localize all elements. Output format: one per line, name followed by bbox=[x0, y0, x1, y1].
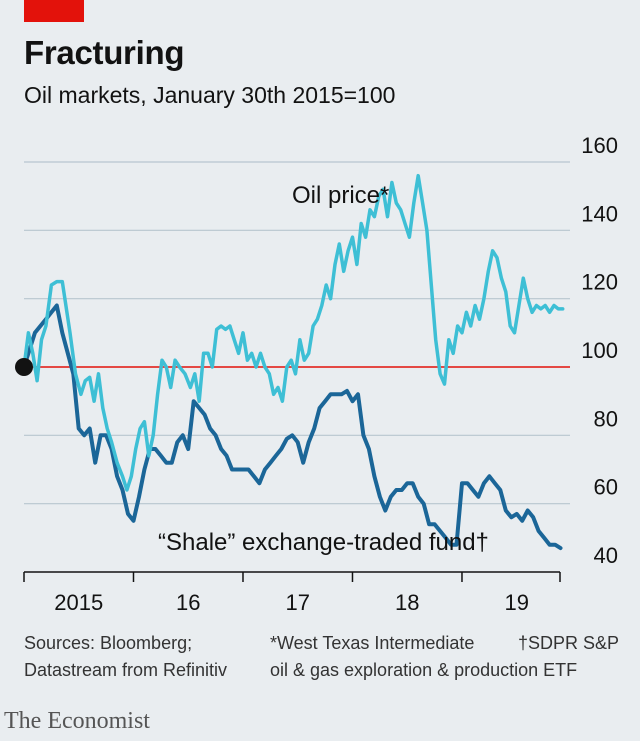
footnote-oil-line-1: *West Texas Intermediate bbox=[270, 633, 475, 653]
brand-logo: The Economist bbox=[4, 708, 150, 734]
x-tick-label: 17 bbox=[285, 590, 309, 615]
y-tick-label: 100 bbox=[581, 338, 618, 363]
shale-etf-line bbox=[22, 303, 563, 551]
y-tick-label: 40 bbox=[594, 543, 618, 568]
brand-red-tag bbox=[24, 0, 84, 22]
sources-line-2: Datastream from Refinitiv bbox=[24, 660, 228, 680]
oil-price-label: Oil price* bbox=[292, 182, 389, 209]
chart-subtitle: Oil markets, January 30th 2015=100 bbox=[24, 82, 396, 108]
y-tick-label: 160 bbox=[581, 133, 618, 158]
y-tick-label: 140 bbox=[581, 201, 618, 226]
y-tick-label: 120 bbox=[581, 270, 618, 295]
sources-line-1: Sources: Bloomberg; bbox=[24, 633, 193, 653]
gridlines bbox=[24, 161, 570, 505]
x-tick-label: 18 bbox=[395, 590, 419, 615]
y-tick-label: 80 bbox=[594, 406, 618, 431]
start-marker bbox=[15, 358, 33, 376]
x-tick-label: 16 bbox=[176, 590, 200, 615]
footnote-oil: *West Texas Intermediate oil & gas explo… bbox=[270, 630, 577, 684]
shale-etf-label: “Shale” exchange-traded fund† bbox=[158, 529, 489, 556]
footnote-shale: †SDPR S&P bbox=[518, 633, 620, 653]
x-tick-label: 19 bbox=[504, 590, 528, 615]
x-axis: 2015 16 17 18 19 bbox=[23, 571, 561, 615]
sources-note: Sources: Bloomberg; Datastream from Refi… bbox=[24, 630, 227, 684]
chart-title: Fracturing bbox=[24, 34, 185, 71]
footnote-oil-line-2: oil & gas exploration & production ETF bbox=[270, 660, 578, 680]
oil-price-line bbox=[22, 173, 565, 492]
y-axis-ticks: 160 140 120 100 80 60 40 bbox=[581, 133, 618, 568]
y-tick-label: 60 bbox=[594, 475, 618, 500]
series-lines bbox=[15, 173, 565, 551]
x-tick-label: 2015 bbox=[54, 590, 103, 615]
